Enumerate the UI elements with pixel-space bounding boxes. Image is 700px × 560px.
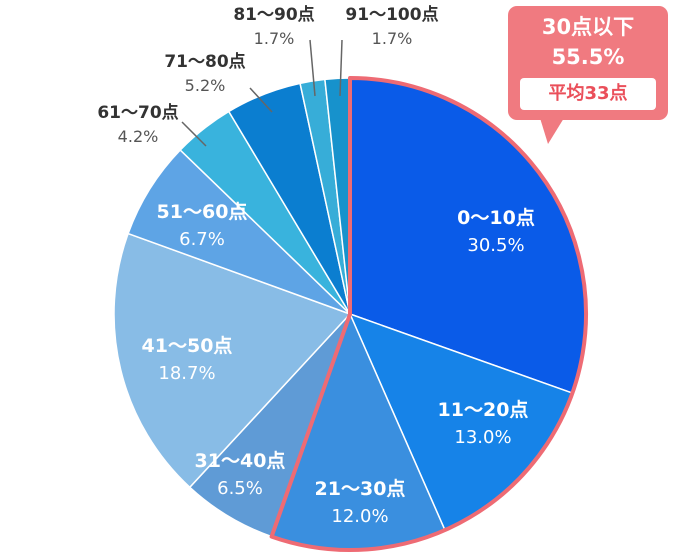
slice-4-value-label: 6.5% — [217, 478, 263, 499]
slice-9-label: 81〜90点 — [233, 4, 314, 25]
slice-7-value-label: 4.2% — [118, 127, 159, 146]
slice-2-value-label: 13.0% — [454, 427, 511, 448]
slice-7-label: 61〜70点 — [97, 102, 178, 123]
slice-6-label: 51〜60点 — [157, 201, 248, 223]
slice-6-value-label: 6.7% — [179, 229, 225, 250]
pie-slices — [113, 77, 587, 551]
slice-1-label: 0〜10点 — [457, 207, 535, 229]
slice-5 — [113, 232, 352, 489]
slice-10-label: 91〜100点 — [345, 4, 438, 25]
slice-8-leader-line — [249, 87, 273, 113]
slice-3-value-label: 12.0% — [331, 506, 388, 527]
callout-title: 30点以下 — [541, 15, 635, 39]
slice-2-label: 11〜20点 — [438, 399, 529, 421]
slice-9-leader-line — [309, 39, 316, 97]
highlight-outline — [269, 76, 588, 552]
highlight-callout: 30点以下 55.5% 平均33点 — [508, 6, 668, 120]
average-score-badge: 平均33点 — [520, 78, 656, 110]
slice-9-value-label: 1.7% — [254, 29, 295, 48]
slice-8-label: 71〜80点 — [164, 51, 245, 72]
callout-pointer — [540, 118, 564, 144]
slice-4-label: 31〜40点 — [195, 450, 286, 472]
callout-percent: 55.5% — [551, 45, 625, 69]
slice-labels: 0〜10点 30.5% 11〜20点 13.0% 21〜30点 12.0% 31〜40点 6.… — [97, 4, 535, 527]
leader-lines — [181, 39, 343, 147]
slice-7-leader-line — [181, 121, 207, 147]
slice-5-value-label: 18.7% — [158, 363, 215, 384]
slice-1-value-label: 30.5% — [467, 235, 524, 256]
slice-10-leader-line — [339, 39, 343, 97]
slice-3-label: 21〜30点 — [315, 478, 406, 500]
slice-5-label: 41〜50点 — [142, 335, 233, 357]
slice-8-value-label: 5.2% — [185, 76, 226, 95]
slice-10-value-label: 1.7% — [372, 29, 413, 48]
